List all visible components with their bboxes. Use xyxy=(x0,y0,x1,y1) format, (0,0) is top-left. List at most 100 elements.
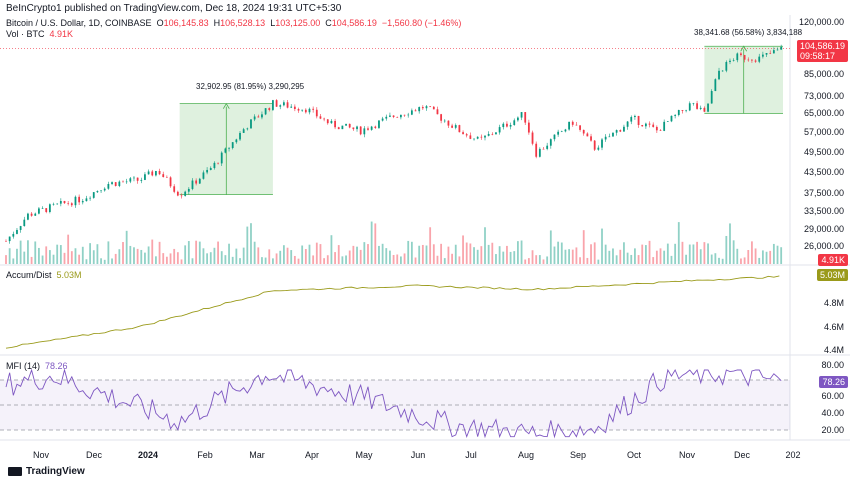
volume-bar xyxy=(107,241,110,264)
candle-body xyxy=(469,135,472,139)
volume-bar xyxy=(754,248,757,264)
volume-bar xyxy=(129,245,132,264)
candle-body xyxy=(242,129,245,133)
volume-bar xyxy=(644,245,647,264)
candle-body xyxy=(506,123,508,127)
candle-body xyxy=(162,174,165,178)
volume-bar xyxy=(487,244,490,264)
candle-body xyxy=(195,180,198,184)
volume-bar xyxy=(732,240,735,264)
volume-bar xyxy=(89,243,91,264)
candle-body xyxy=(176,191,179,196)
candle-body xyxy=(495,132,497,135)
volume-bar xyxy=(473,247,475,264)
candle-body xyxy=(155,171,157,176)
last-price-tag: 104,586.19 09:58:17 xyxy=(796,40,848,62)
volume-bar xyxy=(634,248,636,264)
candle-body xyxy=(315,109,318,117)
volume-tag: 4.91K xyxy=(818,254,848,266)
candle-body xyxy=(615,130,618,133)
volume-bar xyxy=(608,250,611,264)
candle-body xyxy=(447,120,450,126)
candle-body xyxy=(78,196,81,203)
volume-bar xyxy=(564,249,567,264)
accum-dist-line xyxy=(5,275,780,349)
price-axis-tick: 29,000.00 xyxy=(803,224,844,234)
candle-body xyxy=(5,241,7,242)
volume-bar xyxy=(725,235,728,264)
candle-body xyxy=(780,46,783,50)
candle-body xyxy=(286,102,289,108)
tv-logo-icon xyxy=(8,466,22,476)
volume-bar xyxy=(399,256,402,264)
candle-body xyxy=(257,116,260,118)
candle-body xyxy=(451,125,453,128)
volume-bar xyxy=(103,259,106,264)
volume-bar xyxy=(531,250,534,264)
candle-body xyxy=(304,109,307,113)
volume-bar xyxy=(677,222,680,264)
candle-body xyxy=(758,56,761,62)
volume-bar xyxy=(337,245,340,264)
volume-bar xyxy=(133,247,135,264)
candle-body xyxy=(67,203,70,204)
candle-body xyxy=(465,134,468,136)
volume-bar xyxy=(403,253,406,264)
volume-bar xyxy=(228,243,230,264)
volume-bar xyxy=(447,246,450,264)
candle-body xyxy=(12,233,15,237)
open-value: 106,145.83 xyxy=(163,18,209,28)
volume-bar xyxy=(334,252,336,264)
candle-body xyxy=(590,136,592,141)
volume-bar xyxy=(480,246,483,264)
candle-body xyxy=(498,127,501,133)
volume-bar xyxy=(670,255,673,264)
candle-body xyxy=(122,181,124,183)
volume-bar xyxy=(579,257,581,264)
volume-bar xyxy=(751,241,753,264)
price-axis-tick: 65,000.00 xyxy=(803,108,844,118)
volume-bar xyxy=(780,247,783,264)
volume-bar xyxy=(370,221,373,264)
candle-body xyxy=(458,125,461,133)
volume-bar xyxy=(454,244,457,264)
volume-bar xyxy=(78,254,81,264)
volume-bar xyxy=(92,250,95,264)
mfi-axis-tick: 60.00 xyxy=(821,391,844,401)
candle-body xyxy=(389,115,391,117)
candle-body xyxy=(363,128,366,135)
volume-bar xyxy=(319,244,322,264)
candle-body xyxy=(198,178,201,184)
candle-body xyxy=(535,143,538,157)
candle-body xyxy=(41,208,44,209)
candle-body xyxy=(630,117,633,122)
candle-body xyxy=(623,126,625,132)
volume-bar xyxy=(432,244,435,264)
candle-body xyxy=(571,121,574,125)
candle-body xyxy=(48,204,51,212)
volume-bar xyxy=(736,248,739,264)
candle-body xyxy=(557,131,560,135)
candle-body xyxy=(30,213,33,216)
volume-bar xyxy=(224,255,227,264)
candle-body xyxy=(330,120,333,124)
volume-bar xyxy=(692,244,695,264)
volume-bar xyxy=(169,253,172,264)
candle-body xyxy=(517,117,519,121)
candle-body xyxy=(96,191,99,193)
volume-bar xyxy=(264,257,267,264)
candle-body xyxy=(220,152,223,164)
volume-bar xyxy=(250,223,252,264)
time-axis-tick: Jul xyxy=(465,450,477,460)
volume-bar xyxy=(769,250,772,264)
volume-bar xyxy=(630,254,633,264)
candle-body xyxy=(45,208,48,212)
volume-bar xyxy=(16,248,18,264)
candle-body xyxy=(326,119,329,124)
volume-bar xyxy=(761,250,764,264)
volume-bar xyxy=(195,240,198,264)
candle-body xyxy=(337,127,340,130)
volume-bar xyxy=(275,253,278,264)
candle-body xyxy=(290,106,293,108)
